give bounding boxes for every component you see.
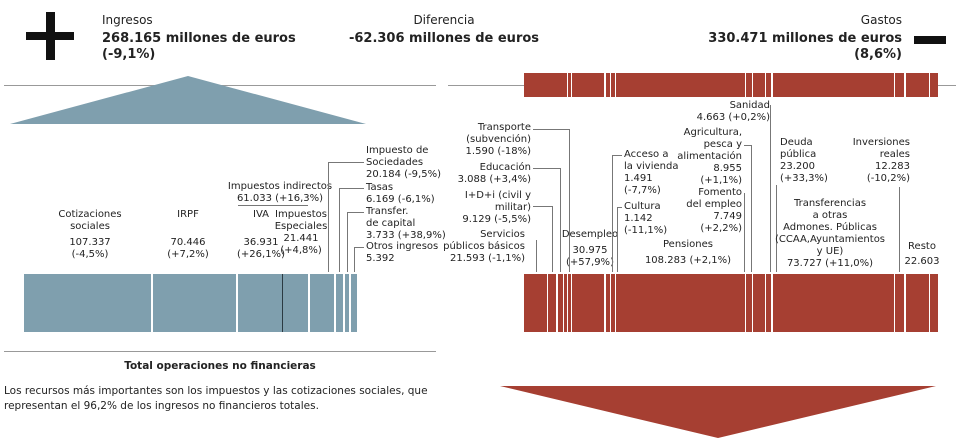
irpf-label: IRPF 70.446 (+7,2%) <box>167 209 209 260</box>
footer-title: Total operaciones no financieras <box>124 360 316 372</box>
inversiones-label: Inversiones reales 12.283 (-10,2%) <box>852 137 910 184</box>
idi-label: I+D+i (civil y militar) 9.129 (-5,5%) <box>462 190 531 225</box>
agricultura-label: Agricultura, pesca y alimentación 8.955 … <box>677 127 742 186</box>
ingresos-triangle <box>10 76 366 124</box>
inversiones-leader <box>899 187 900 272</box>
capital-label: Transfer. de capital 3.733 (+38,9%) <box>366 206 446 241</box>
cultura-leader-v <box>617 207 618 272</box>
otros-leader <box>354 247 364 248</box>
vivienda-label: Acceso a la vivienda 1.491 (-7,7%) <box>624 149 679 196</box>
indirectos-label: Impuestos indirectos 61.033 (+16,3%) <box>227 181 333 204</box>
footer-note: Los recursos más importantes son los imp… <box>4 385 428 412</box>
cultura-label: Cultura 1.142 (-11,1%) <box>624 201 668 236</box>
educacion-leader <box>533 168 560 169</box>
gastos-change: (8,6%) <box>854 47 902 62</box>
idi-leader-v <box>552 206 553 272</box>
transporte-label: Transporte (subvención) 1.590 (-18%) <box>465 122 531 157</box>
fomento-leader <box>744 193 745 272</box>
gastos-label: Gastos <box>860 13 902 27</box>
transporte-leader <box>533 129 569 130</box>
vivienda-leader <box>612 155 622 156</box>
desempleo-label: Desempleo 30.975 (+57,9%) <box>561 229 619 268</box>
vivienda-leader-v <box>612 155 613 272</box>
ingresos-label: Ingresos <box>102 13 153 27</box>
servicios-leader <box>536 240 537 272</box>
deuda-label: Deuda pública 23.200 (+33,3%) <box>780 137 828 184</box>
resto-label: Resto 22.603 <box>904 241 940 267</box>
agricultura-leader-v <box>751 145 752 272</box>
otros-leader-v <box>354 247 355 272</box>
plus-icon <box>26 12 74 60</box>
diferencia-label: Diferencia <box>413 13 475 27</box>
especiales-label: Impuestos Especiales 21.441 (+4,8%) <box>274 209 328 256</box>
transporte-leader-v <box>569 129 570 272</box>
tasas-label: Tasas 6.169 (-6,1%) <box>366 182 435 205</box>
sanidad-leader <box>770 105 771 272</box>
idi-leader <box>533 206 552 207</box>
footer-divider <box>4 351 436 352</box>
diferencia-total: -62.306 millones de euros <box>348 31 540 46</box>
sociedades-label: Impuesto de Sociedades 20.184 (-9,5%) <box>366 145 441 180</box>
servicios-label: Servicios públicos básicos 21.593 (-1,1%… <box>443 229 525 264</box>
educacion-leader-v <box>560 168 561 272</box>
capital-leader-v <box>347 212 348 272</box>
capital-leader <box>347 212 364 213</box>
iva-label: IVA 36.931 (+26,1%) <box>237 209 285 260</box>
pensiones-label: Pensiones 108.283 (+2,1%) <box>644 239 732 266</box>
gastos-triangle <box>500 386 936 438</box>
cotizaciones-label: Cotizaciones sociales 107.337 (-4,5%) <box>58 209 122 260</box>
cultura-leader <box>617 207 622 208</box>
deuda-leader <box>776 185 777 272</box>
educacion-label: Educación 3.088 (+3,4%) <box>457 162 531 185</box>
minus-icon <box>914 36 946 44</box>
sociedades-leader-v <box>328 162 329 272</box>
otros-label: Otros ingresos 5.392 <box>366 241 439 264</box>
tasas-leader <box>339 188 364 189</box>
transferencias-label: Transferencias a otras Admones. Públicas… <box>774 198 886 269</box>
fomento-label: Fomento del empleo 7.749 (+2,2%) <box>686 187 742 234</box>
sociedades-leader <box>328 162 364 163</box>
gastos-total: 330.471 millones de euros <box>708 31 902 46</box>
ingresos-change: (-9,1%) <box>102 47 156 62</box>
tasas-leader-v <box>339 188 340 272</box>
sanidad-label: Sanidad 4.663 (+0,2%) <box>696 100 770 123</box>
ingresos-total: 268.165 millones de euros <box>102 31 296 46</box>
agricultura-leader <box>744 145 751 146</box>
indirectos-bracket <box>238 205 308 206</box>
